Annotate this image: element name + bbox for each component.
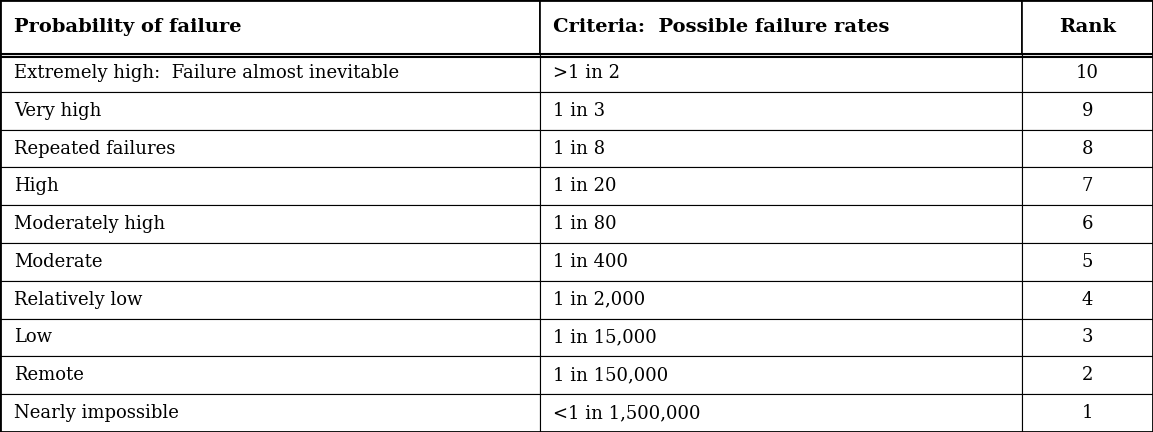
Text: 1 in 80: 1 in 80 bbox=[553, 215, 617, 233]
Bar bbox=[540, 356, 1022, 394]
Text: <1 in 1,500,000: <1 in 1,500,000 bbox=[553, 404, 701, 422]
Text: Probability of failure: Probability of failure bbox=[14, 18, 241, 36]
Bar bbox=[540, 167, 1022, 205]
Text: 1 in 400: 1 in 400 bbox=[553, 253, 628, 271]
Bar bbox=[1022, 394, 1153, 432]
Bar bbox=[1022, 281, 1153, 318]
Text: 1 in 15,000: 1 in 15,000 bbox=[553, 328, 657, 346]
Text: 1 in 150,000: 1 in 150,000 bbox=[553, 366, 669, 384]
Text: Relatively low: Relatively low bbox=[14, 291, 142, 309]
Bar bbox=[0, 130, 540, 167]
Bar bbox=[540, 54, 1022, 92]
Text: Criteria:  Possible failure rates: Criteria: Possible failure rates bbox=[553, 18, 890, 36]
Bar bbox=[1022, 356, 1153, 394]
Bar bbox=[0, 205, 540, 243]
Text: 7: 7 bbox=[1082, 177, 1093, 195]
Bar bbox=[540, 394, 1022, 432]
Bar bbox=[540, 130, 1022, 167]
Text: 1 in 2,000: 1 in 2,000 bbox=[553, 291, 646, 309]
Text: High: High bbox=[14, 177, 59, 195]
Bar bbox=[0, 243, 540, 281]
Bar bbox=[0, 167, 540, 205]
Bar bbox=[1022, 0, 1153, 54]
Text: Very high: Very high bbox=[14, 102, 101, 120]
Bar bbox=[1022, 92, 1153, 130]
Bar bbox=[540, 243, 1022, 281]
Bar bbox=[1022, 318, 1153, 356]
Text: Moderate: Moderate bbox=[14, 253, 103, 271]
Bar bbox=[1022, 54, 1153, 92]
Bar bbox=[0, 394, 540, 432]
Text: >1 in 2: >1 in 2 bbox=[553, 64, 620, 82]
Text: 2: 2 bbox=[1082, 366, 1093, 384]
Text: 10: 10 bbox=[1076, 64, 1099, 82]
Text: Remote: Remote bbox=[14, 366, 84, 384]
Text: 6: 6 bbox=[1082, 215, 1093, 233]
Bar bbox=[0, 0, 540, 54]
Text: 4: 4 bbox=[1082, 291, 1093, 309]
Text: Moderately high: Moderately high bbox=[14, 215, 165, 233]
Bar bbox=[540, 92, 1022, 130]
Text: Repeated failures: Repeated failures bbox=[14, 140, 175, 158]
Bar bbox=[0, 318, 540, 356]
Bar bbox=[0, 92, 540, 130]
Bar bbox=[0, 54, 540, 92]
Bar bbox=[1022, 205, 1153, 243]
Text: 9: 9 bbox=[1082, 102, 1093, 120]
Text: 1: 1 bbox=[1082, 404, 1093, 422]
Bar bbox=[1022, 243, 1153, 281]
Bar bbox=[1022, 167, 1153, 205]
Bar bbox=[0, 356, 540, 394]
Text: 1 in 3: 1 in 3 bbox=[553, 102, 605, 120]
Bar bbox=[540, 281, 1022, 318]
Text: 3: 3 bbox=[1082, 328, 1093, 346]
Bar bbox=[0, 281, 540, 318]
Text: 1 in 20: 1 in 20 bbox=[553, 177, 617, 195]
Text: 8: 8 bbox=[1082, 140, 1093, 158]
Bar bbox=[540, 0, 1022, 54]
Bar bbox=[540, 318, 1022, 356]
Bar bbox=[1022, 130, 1153, 167]
Text: Extremely high:  Failure almost inevitable: Extremely high: Failure almost inevitabl… bbox=[14, 64, 399, 82]
Text: Rank: Rank bbox=[1058, 18, 1116, 36]
Bar bbox=[540, 205, 1022, 243]
Text: 1 in 8: 1 in 8 bbox=[553, 140, 605, 158]
Text: 5: 5 bbox=[1082, 253, 1093, 271]
Text: Nearly impossible: Nearly impossible bbox=[14, 404, 179, 422]
Text: Low: Low bbox=[14, 328, 52, 346]
